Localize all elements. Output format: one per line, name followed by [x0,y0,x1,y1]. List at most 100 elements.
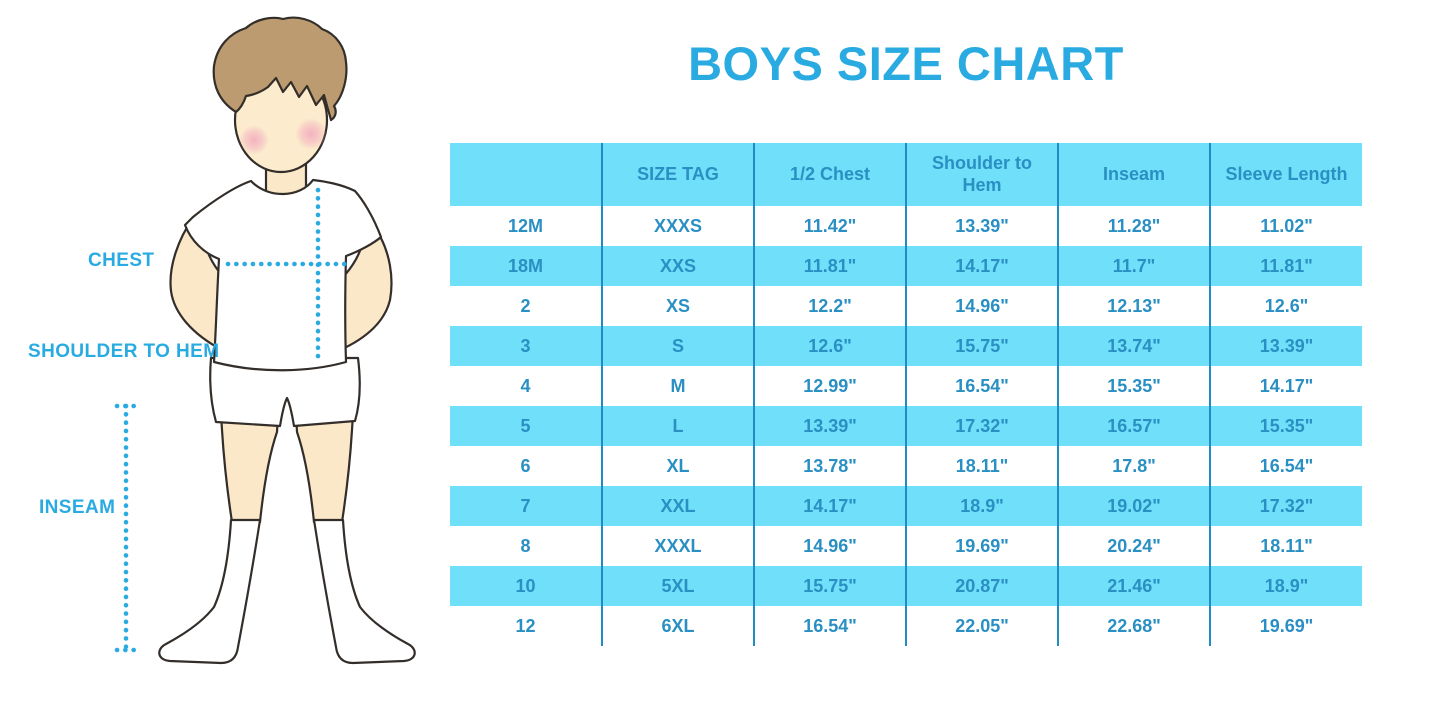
table-row: 5 L 13.39" 17.32" 16.57" 15.35" [450,406,1362,446]
table-row: 7 XXL 14.17" 18.9" 19.02" 17.32" [450,486,1362,526]
measurement-cell: 20.24" [1058,526,1211,566]
measurement-cell: L [602,406,755,446]
size-cell: 12M [450,206,603,246]
header-row: SIZE TAG 1/2 Chest Shoulder to Hem Insea… [450,143,1362,206]
measurement-cell: 14.17" [1259,375,1314,396]
measurement-cell: 12.13" [1058,286,1211,326]
measurement-cell: 12.6" [1264,295,1309,316]
boy-illustration [114,16,416,665]
size-cell: 4 [450,366,603,406]
measurement-cell: 16.54" [1259,455,1314,476]
table-row: 3 S 12.6" 15.75" 13.74" 13.39" [450,326,1362,366]
size-cell: 8 [450,526,603,566]
boy-left-cheek [239,125,269,155]
measurement-cell: 20.87" [906,566,1059,606]
column-header-sleeve-length: Sleeve Length [1225,163,1348,184]
measurement-cell: 11.7" [1058,246,1211,286]
measurement-cell: 19.69" [1259,615,1314,636]
chest-label: CHEST [88,250,155,271]
boy-right-sock [312,518,416,665]
measurement-cell: 6XL [602,606,755,646]
size-cell: 5 [450,406,603,446]
measurement-cell: 15.35" [1058,366,1211,406]
table-row: 4 M 12.99" 16.54" 15.35" 14.17" [450,366,1362,406]
measurement-cell: M [602,366,755,406]
size-cell: 3 [450,326,603,366]
measurement-cell: 21.46" [1058,566,1211,606]
measurement-cell: 11.42" [754,206,907,246]
measurement-cell: 13.39" [1259,335,1314,356]
column-header-shoulder-to-hem: Shoulder to Hem [906,143,1059,206]
size-cell: 10 [450,566,603,606]
column-header-half-chest: 1/2 Chest [754,143,907,206]
measurement-cell: 12.6" [754,326,907,366]
measurement-cell: S [602,326,755,366]
measurement-cell: XL [602,446,755,486]
measurement-cell: XXL [602,486,755,526]
table-row: 18M XXS 11.81" 14.17" 11.7" 11.81" [450,246,1362,286]
boy-hair [212,16,348,122]
boy-tshirt [183,178,383,372]
size-cell: 7 [450,486,603,526]
measurement-cell: 15.35" [1259,415,1314,436]
measurement-cell: 16.57" [1058,406,1211,446]
shoulder-to-hem-label: SHOULDER TO HEM [28,341,220,362]
measurement-cell: 18.11" [1260,535,1313,556]
column-header-size [450,143,603,206]
boy-left-sock [158,518,262,665]
boy-right-cheek [295,118,327,150]
measurement-cell: 11.81" [754,246,907,286]
measurement-cell: 14.17" [754,486,907,526]
measurement-cell: 12.99" [754,366,907,406]
measurement-cell: 11.81" [1260,255,1313,276]
measurement-cell: 13.78" [754,446,907,486]
boy-measurement-figure: CHEST SHOULDER TO HEM INSEAM [0,0,445,723]
column-header-size-tag: SIZE TAG [602,143,755,206]
size-chart-header: SIZE TAG 1/2 Chest Shoulder to Hem Insea… [450,143,1362,206]
measurement-cell: 13.39" [906,206,1059,246]
measurement-cell: 18.9" [1264,575,1309,596]
measurement-cell: 19.02" [1058,486,1211,526]
measurement-cell: 14.96" [754,526,907,566]
size-cell: 18M [450,246,603,286]
table-row: 6 XL 13.78" 18.11" 17.8" 16.54" [450,446,1362,486]
measurement-cell: XXXS [602,206,755,246]
measurement-cell: 17.8" [1058,446,1211,486]
table-row: 12 6XL 16.54" 22.05" 22.68" 19.69" [450,606,1362,646]
measurement-cell: 19.69" [906,526,1059,566]
measurement-cell: 11.02" [1260,215,1313,236]
column-header-inseam: Inseam [1058,143,1211,206]
measurement-cell: 18.11" [906,446,1059,486]
measurement-cell: 12.2" [754,286,907,326]
measurement-cell: 5XL [602,566,755,606]
measurement-cell: 17.32" [906,406,1059,446]
measurement-cell: 18.9" [906,486,1059,526]
measurement-cell: XXXL [602,526,755,566]
size-chart-table: SIZE TAG 1/2 Chest Shoulder to Hem Insea… [450,143,1362,646]
size-cell: 2 [450,286,603,326]
size-cell: 6 [450,446,603,486]
measurement-cell: 14.17" [906,246,1059,286]
inseam-label: INSEAM [39,497,116,518]
measurement-cell: 15.75" [754,566,907,606]
table-row: 2 XS 12.2" 14.96" 12.13" 12.6" [450,286,1362,326]
measurement-cell: 13.39" [754,406,907,446]
measurement-cell: 22.68" [1058,606,1211,646]
measurement-cell: 17.32" [1259,495,1314,516]
table-row: 8 XXXL 14.96" 19.69" 20.24" 18.11" [450,526,1362,566]
size-cell: 12 [450,606,603,646]
measurement-cell: 14.96" [906,286,1059,326]
measurement-cell: XS [602,286,755,326]
measurement-cell: 16.54" [906,366,1059,406]
measurement-cell: XXS [602,246,755,286]
size-chart-body: 12M XXXS 11.42" 13.39" 11.28" 11.02" 18M XXS 11.… [450,206,1362,646]
measurement-cell: 15.75" [906,326,1059,366]
measurement-cell: 16.54" [754,606,907,646]
measurement-cell: 13.74" [1058,326,1211,366]
measurement-cell: 11.28" [1058,206,1211,246]
table-row: 12M XXXS 11.42" 13.39" 11.28" 11.02" [450,206,1362,246]
boy-shorts [209,356,361,428]
measurement-cell: 22.05" [906,606,1059,646]
table-row: 10 5XL 15.75" 20.87" 21.46" 18.9" [450,566,1362,606]
